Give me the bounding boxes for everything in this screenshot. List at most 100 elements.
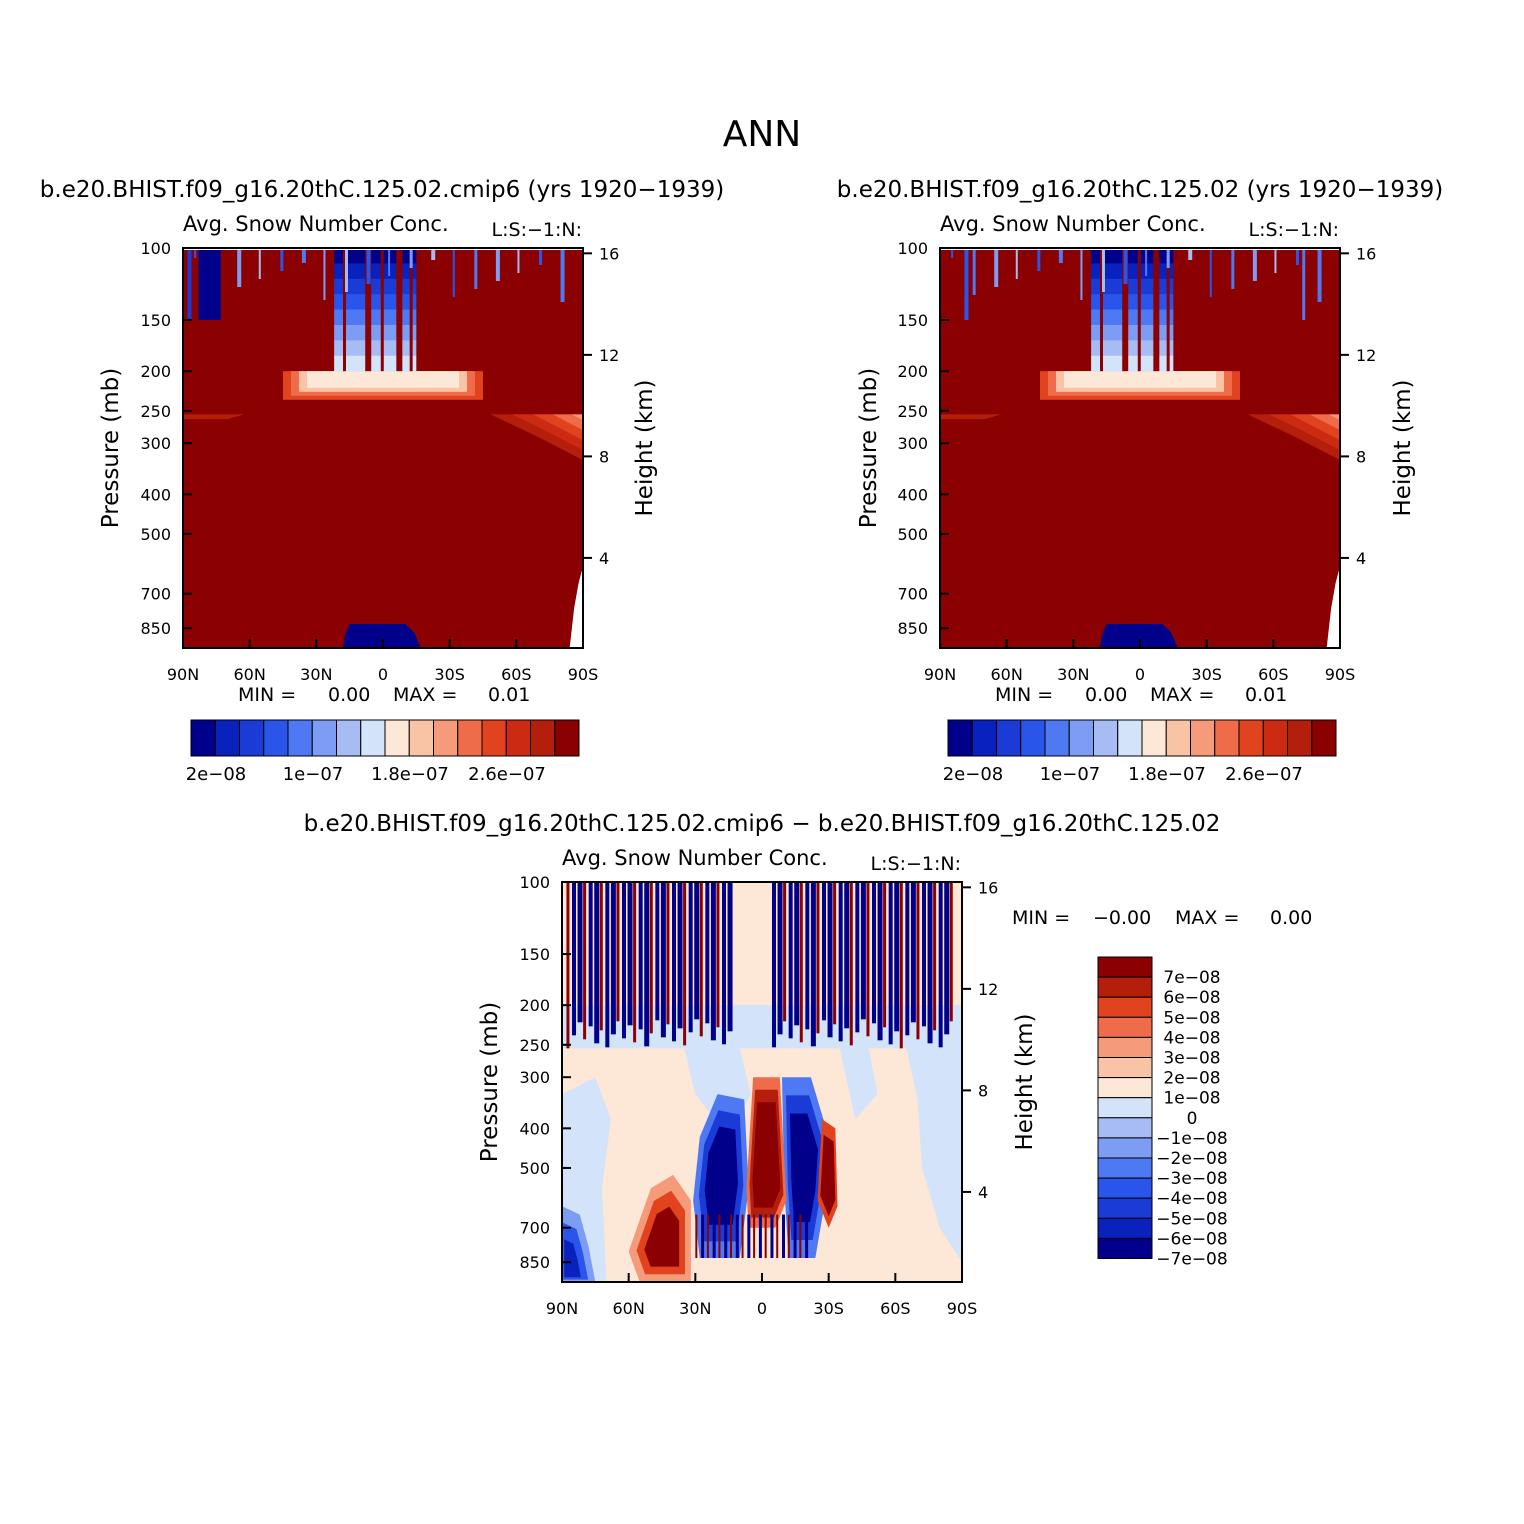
diff-upper-streak — [805, 882, 810, 1030]
panel-2: b.e20.BHIST.f09_g16.20thC.125.02 (yrs 19… — [837, 177, 1443, 785]
diff-lower-stripe — [758, 1214, 762, 1259]
panel-1-height-axis: 16 12 8 4 — [583, 244, 619, 568]
panel-3-pressure-axis: 100 150 200 250 300 400 500 700 850 — [519, 873, 571, 1272]
top-spike — [301, 248, 306, 263]
colorbar-swatch — [336, 719, 362, 757]
diff-lower-stripe — [799, 1214, 802, 1259]
colorbar-swatch — [1238, 719, 1264, 757]
tropical-blue-column — [334, 324, 417, 341]
colorbar-swatch — [1097, 956, 1153, 978]
top-spike — [1058, 248, 1063, 263]
diff-upper-streak — [616, 882, 620, 1022]
diff-upper-streak — [949, 882, 953, 1022]
polar-blue-patch — [198, 248, 221, 321]
diff-slight-negative — [906, 1048, 962, 1263]
diff-upper-streak — [577, 882, 583, 1023]
diff-upper-streak — [716, 882, 720, 1028]
top-spike — [409, 248, 413, 268]
diff-upper-streak — [883, 882, 887, 1028]
colorbar-label: −6e−08 — [1156, 1229, 1227, 1249]
top-spike — [1188, 248, 1193, 260]
colorbar-swatch — [1097, 1217, 1153, 1239]
top-spike — [431, 248, 436, 260]
streak — [1166, 248, 1170, 372]
pressure-tick-label: 850 — [140, 619, 171, 638]
diff-upper-streak — [860, 882, 866, 1020]
colorbar-label: −2e−08 — [1156, 1149, 1227, 1169]
pressure-tick-label: 400 — [140, 485, 171, 504]
panel-1-colorbar-label-3: 1.8e−07 — [371, 764, 449, 785]
pressure-tick-label: 250 — [140, 402, 171, 421]
diff-upper-streak — [855, 882, 860, 1033]
colorbar-swatch — [1097, 1016, 1153, 1038]
diff-upper-streak — [588, 882, 593, 1027]
panel-2-y2label: Height (km) — [1390, 379, 1416, 516]
latitude-tick-label: 30S — [434, 665, 465, 684]
latitude-tick-label: 60N — [613, 1299, 645, 1318]
pressure-tick-label: 100 — [140, 239, 171, 258]
height-tick-label: 8 — [1356, 447, 1366, 466]
diff-upper-streak — [666, 882, 670, 1025]
pressure-tick-label: 500 — [140, 525, 171, 544]
panel-3-min-label: MIN = — [1012, 907, 1070, 929]
diff-upper-streak — [833, 882, 837, 1025]
diff-upper-streak — [672, 882, 676, 1042]
panel-3-max-label: MAX = — [1175, 907, 1239, 929]
panel-2-contour-field — [940, 248, 1340, 648]
panel-2-colorbar-label-4: 2.6e−07 — [1225, 764, 1303, 785]
top-spike — [280, 248, 284, 271]
pressure-tick-label: 300 — [519, 1068, 550, 1087]
top-spike — [1209, 248, 1212, 297]
colorbar-swatch — [554, 719, 580, 757]
panel-1-variable-title: Avg. Snow Number Conc. — [183, 212, 449, 236]
diff-lower-stripe — [730, 1214, 732, 1259]
colorbar-swatch — [190, 719, 216, 757]
panel-1-colorbar — [190, 719, 580, 757]
diff-lower-stripe — [735, 1214, 739, 1259]
panel-3-max-value: 0.00 — [1270, 907, 1312, 929]
latitude-tick-label: 60N — [234, 665, 266, 684]
colorbar-swatch — [1097, 976, 1153, 998]
panel-2-colorbar-label-2: 1e−07 — [1040, 764, 1101, 785]
panel-3-units: L:S:−1:N: — [871, 853, 961, 875]
pressure-tick-label: 200 — [897, 362, 928, 381]
diff-lower-stripe — [695, 1214, 698, 1259]
top-spike — [258, 248, 261, 279]
panel-1-units: L:S:−1:N: — [492, 219, 582, 241]
top-spike — [452, 248, 455, 297]
pressure-tick-label: 400 — [897, 485, 928, 504]
top-spike — [495, 248, 500, 281]
colorbar-label: 6e−08 — [1163, 988, 1220, 1008]
diff-lower-stripe — [770, 1214, 774, 1259]
diff-upper-streak — [655, 882, 660, 1021]
diff-upper-streak — [794, 882, 800, 1026]
colorbar-swatch — [311, 719, 337, 757]
panel-2-pressure-axis: 100 150 200 250 300 400 500 700 850 — [897, 239, 949, 638]
diff-upper-streak — [783, 882, 787, 1022]
panel-1-contour-field — [183, 248, 583, 648]
colorbar-swatch — [1097, 1057, 1153, 1079]
pressure-tick-label: 150 — [140, 311, 171, 330]
top-spike — [474, 248, 478, 289]
panel-1-y2label: Height (km) — [632, 379, 658, 516]
latitude-tick-label: 90N — [546, 1299, 578, 1318]
diff-upper-streak — [899, 882, 903, 1049]
height-tick-label: 16 — [599, 244, 619, 263]
diff-upper-streak — [927, 882, 933, 1044]
panel-3: b.e20.BHIST.f09_g16.20thC.125.02.cmip6 −… — [304, 811, 1313, 1318]
top-spike — [972, 248, 976, 295]
diff-upper-streak — [610, 882, 616, 1035]
top-spike — [194, 248, 197, 258]
low-level-blue-blob — [1100, 624, 1178, 648]
colorbar-swatch — [214, 719, 240, 757]
panel-2-min-value: 0.00 — [1085, 684, 1127, 706]
pressure-tick-label: 200 — [519, 996, 550, 1015]
top-spike — [1274, 248, 1277, 273]
panel-2-height-axis: 16 12 8 4 — [1340, 244, 1376, 568]
pressure-tick-label: 250 — [519, 1036, 550, 1055]
colorbar-swatch — [1068, 719, 1094, 757]
colorbar-swatch — [1097, 1097, 1153, 1119]
height-tick-label: 4 — [599, 549, 609, 568]
panel-2-max-label: MAX = — [1150, 684, 1214, 706]
height-tick-label: 4 — [978, 1183, 988, 1202]
